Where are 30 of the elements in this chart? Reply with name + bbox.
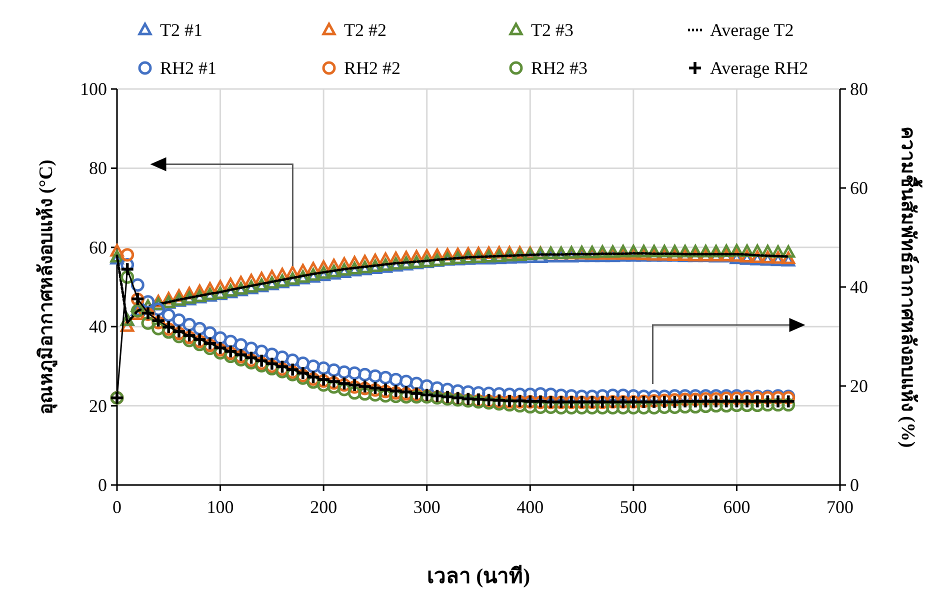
x-tick-label: 600 bbox=[723, 497, 750, 517]
legend-label: T2 #2 bbox=[344, 20, 386, 40]
x-axis-title: เวลา (นาที) bbox=[426, 564, 530, 588]
y-tick-label: 0 bbox=[98, 475, 107, 495]
legend-label: Average RH2 bbox=[710, 58, 808, 78]
legend-label: T2 #1 bbox=[160, 20, 202, 40]
x-tick-label: 200 bbox=[310, 497, 338, 517]
x-tick-label: 400 bbox=[516, 497, 544, 517]
y-tick-label: 60 bbox=[89, 237, 107, 258]
y2-tick-label: 60 bbox=[850, 178, 868, 198]
y-axis-title: อุณหภูมิอากาศหลังอบแห้ง (°C) bbox=[35, 160, 58, 414]
y-tick-label: 80 bbox=[89, 158, 107, 178]
legend-label: T2 #3 bbox=[531, 20, 574, 40]
legend-label: RH2 #3 bbox=[531, 58, 588, 78]
x-tick-label: 700 bbox=[826, 497, 854, 517]
y2-tick-label: 0 bbox=[850, 475, 859, 495]
y2-tick-label: 20 bbox=[850, 376, 868, 396]
y2-tick-label: 40 bbox=[850, 277, 868, 297]
legend-label: RH2 #2 bbox=[344, 58, 401, 78]
x-tick-label: 300 bbox=[413, 497, 440, 517]
y2-axis-title: ความชื้นสัมพัทธ์อากาศหลังอบแห้ง (%) bbox=[897, 126, 923, 448]
x-tick-label: 500 bbox=[620, 497, 647, 517]
y-tick-label: 20 bbox=[89, 396, 107, 416]
legend-label: Average T2 bbox=[710, 20, 794, 40]
y-tick-label: 40 bbox=[89, 316, 107, 337]
legend-label: RH2 #1 bbox=[160, 58, 217, 78]
x-tick-label: 0 bbox=[112, 497, 122, 517]
x-tick-label: 100 bbox=[206, 497, 234, 517]
y2-tick-label: 80 bbox=[850, 79, 868, 99]
y-tick-label: 100 bbox=[80, 79, 107, 99]
